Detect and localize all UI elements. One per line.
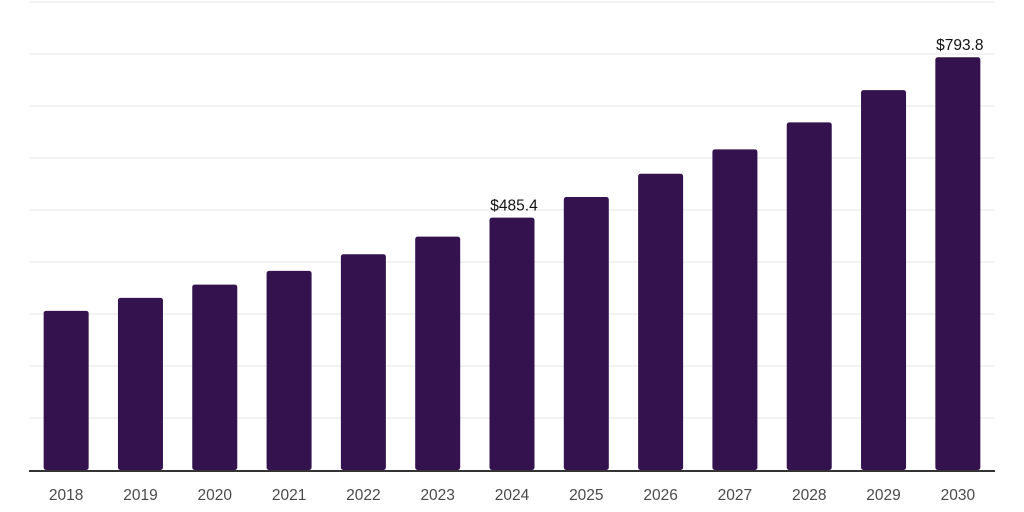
x-tick-label-2018: 2018 (49, 487, 83, 504)
bar-2025 (563, 197, 609, 470)
bar-2021 (266, 270, 312, 470)
bar-2024 (489, 217, 535, 470)
bar-2026 (638, 173, 684, 471)
x-tick-label-2022: 2022 (346, 487, 380, 504)
x-tick-label-2024: 2024 (495, 487, 530, 504)
value-label-2024: $485.4 (490, 198, 538, 215)
bar-2023 (415, 236, 461, 470)
value-label-2030: $793.8 (936, 37, 983, 54)
bar-2028 (786, 122, 832, 470)
bar-2030 (935, 57, 981, 470)
x-tick-label-2021: 2021 (272, 487, 306, 504)
bar-2020 (192, 284, 238, 470)
x-tick-label-2029: 2029 (866, 487, 900, 504)
x-tick-label-2019: 2019 (123, 487, 157, 504)
x-tick-label-2028: 2028 (792, 487, 826, 504)
x-tick-label-2027: 2027 (718, 487, 752, 504)
bar-2029 (861, 90, 907, 470)
x-tick-label-2030: 2030 (941, 487, 976, 504)
bar-2022 (340, 254, 386, 470)
bar-2018 (43, 310, 89, 470)
bar-2019 (117, 297, 163, 470)
x-tick-label-2025: 2025 (569, 487, 603, 504)
x-tick-label-2020: 2020 (198, 487, 233, 504)
bar-2027 (712, 149, 758, 471)
x-tick-label-2023: 2023 (420, 487, 454, 504)
x-tick-label-2026: 2026 (643, 487, 677, 504)
